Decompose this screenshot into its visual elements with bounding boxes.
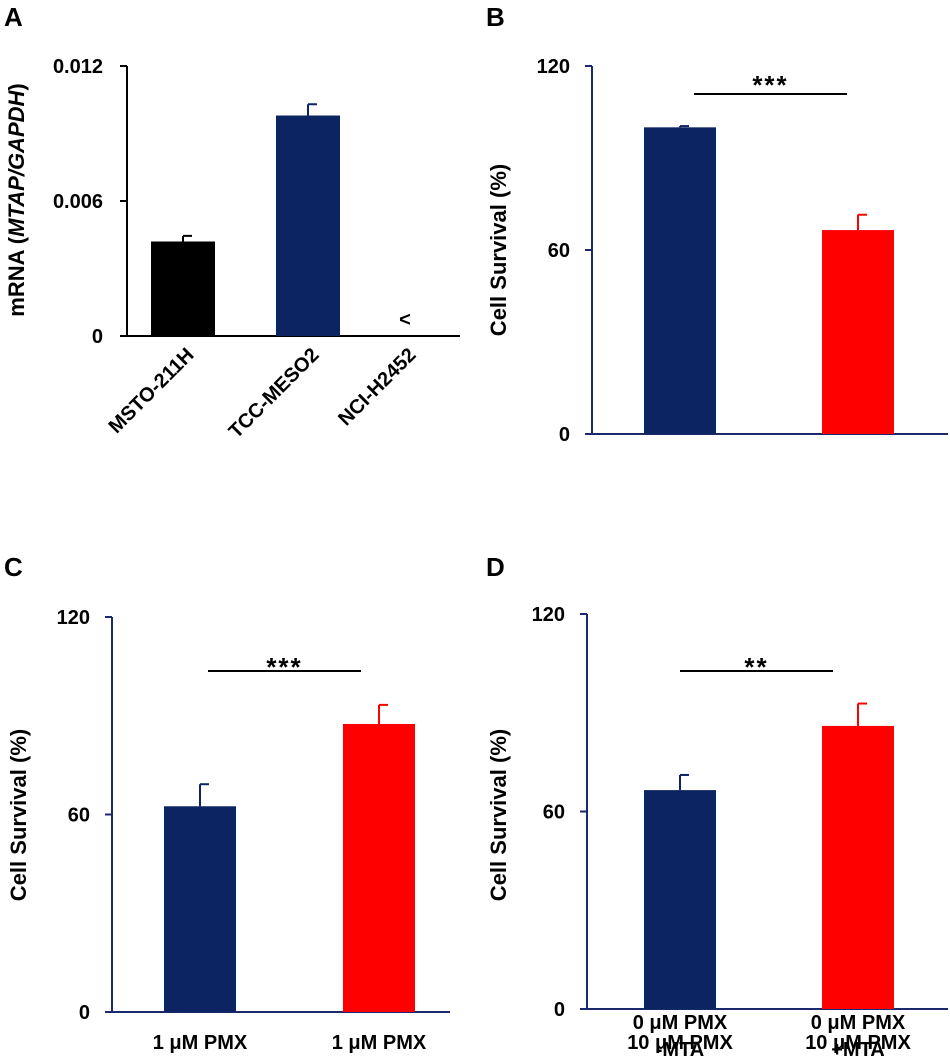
bar <box>164 806 236 1012</box>
y-tick-label: 0.006 <box>53 191 103 213</box>
panel-letter: B <box>486 2 505 32</box>
category-label: 10 μM PMX <box>627 1032 733 1054</box>
y-axis-label: Cell Survival (%) <box>486 164 511 336</box>
y-axis-label-part: MTAP/GAPDH <box>4 90 29 237</box>
category-label: 1 μM PMX <box>153 1032 248 1054</box>
panel-letter: C <box>4 552 23 582</box>
category-label: MSTO-211H <box>105 344 199 438</box>
y-tick-label: 0 <box>92 326 103 348</box>
panel-letter: A <box>4 2 23 32</box>
bar <box>343 723 415 1012</box>
panel-letter: D <box>486 552 505 582</box>
category-label: 0 μM PMX <box>633 1012 728 1034</box>
bar <box>276 115 340 336</box>
panel-a: A 0 0.006 0.012 mRNA (MTAP/GAPDH) < MSTO-211H T… <box>4 2 460 443</box>
panel-b: B 0 60 120 Cell Survival (%) 0 μM PMX -MTA 0 μM… <box>486 2 948 1058</box>
significance-label: ** <box>744 652 768 682</box>
y-tick-label: 120 <box>532 604 565 626</box>
category-label: NCI-H2452 <box>334 344 420 430</box>
y-tick-label: 0 <box>554 999 565 1021</box>
y-axis-label-part: mRNA ( <box>4 236 29 317</box>
y-axis-label-part: ) <box>4 83 29 90</box>
category-label: +MTA <box>831 1039 885 1058</box>
bar <box>151 241 215 336</box>
category-label: 10 μM PMX <box>805 1032 911 1054</box>
y-tick-label: 60 <box>68 805 90 827</box>
y-tick-label: 120 <box>57 607 90 629</box>
significance-label: *** <box>266 652 302 682</box>
category-label: -MTA <box>656 1039 705 1058</box>
y-tick-label: 0.012 <box>53 56 103 78</box>
y-axis-label: Cell Survival (%) <box>486 729 511 901</box>
y-tick-label: 60 <box>548 240 570 262</box>
category-label: 0 μM PMX <box>811 1012 906 1034</box>
bar <box>822 725 894 1009</box>
y-tick-label: 120 <box>537 56 570 78</box>
y-tick-label: 60 <box>543 802 565 824</box>
y-tick-label: 0 <box>79 1002 90 1024</box>
y-axis-label: Cell Survival (%) <box>6 729 31 901</box>
y-tick-label: 0 <box>559 424 570 446</box>
category-label: TCC-MESO2 <box>225 344 324 443</box>
bar <box>644 127 716 434</box>
category-label: 1 μM PMX <box>332 1032 427 1054</box>
significance-label: *** <box>752 70 788 100</box>
below-detection-annotation: < <box>399 309 411 331</box>
bar <box>644 790 716 1009</box>
bar <box>822 230 894 434</box>
y-axis-label: mRNA (MTAP/GAPDH) <box>4 83 29 316</box>
